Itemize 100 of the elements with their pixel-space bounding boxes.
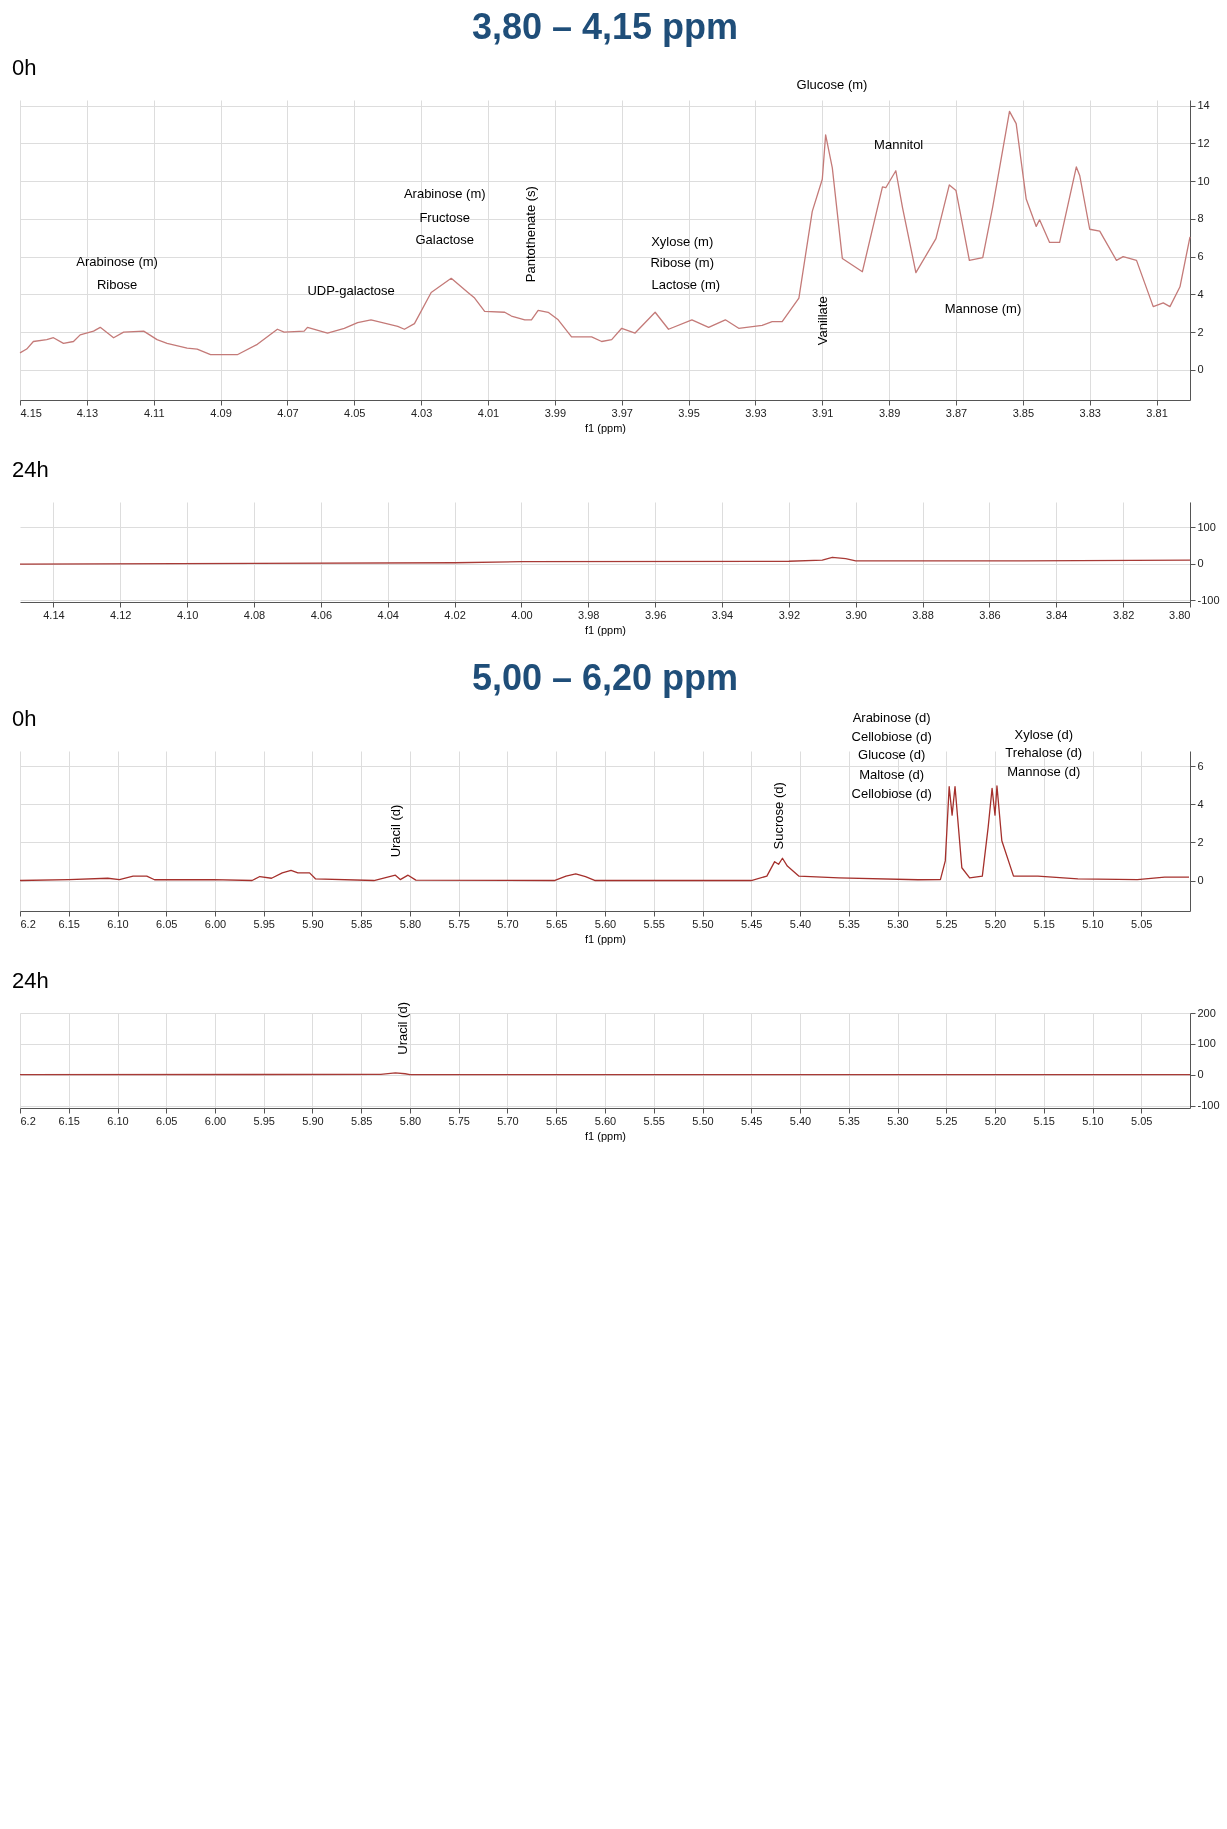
x-tick-label: 5.05 (1131, 1114, 1153, 1127)
annotation: Galactose (415, 231, 474, 247)
x-tick-label: 5.80 (399, 917, 422, 930)
annotation: Vanillate (814, 296, 830, 346)
x-tick-label: 5.55 (643, 1114, 665, 1127)
x-tick-label: 3.80 (1169, 608, 1191, 621)
x-tick-label: 5.60 (594, 917, 617, 930)
x-axis-title: f1 (ppm) (585, 932, 626, 945)
y-tick-label: 10 (1197, 174, 1210, 187)
x-tick-label: 5.20 (984, 917, 1007, 930)
x-tick-label: 5.75 (448, 1114, 470, 1127)
x-tick-label: 3.99 (544, 406, 567, 419)
x-tick-label: 5.45 (741, 1114, 763, 1127)
y-tick-label: 2 (1197, 325, 1204, 338)
x-tick-label: 6.10 (107, 917, 129, 930)
x-tick-label: 5.50 (692, 917, 714, 930)
annotation: Uracil (d) (395, 1002, 411, 1055)
x-tick-label: 6.00 (204, 1114, 227, 1127)
x-tick-label: 6.2 (20, 1114, 36, 1127)
x-tick-label: 3.95 (678, 406, 700, 419)
chart-subtitle: 24h (12, 457, 49, 482)
text: Cellobiose (d) (851, 728, 932, 744)
x-tick-label: 4.06 (310, 608, 333, 621)
x-tick-label: 3.81 (1146, 406, 1168, 419)
y-tick-label: 14 (1197, 99, 1210, 112)
x-tick-label: 4.00 (511, 608, 533, 621)
x-tick-label: 3.82 (1112, 608, 1135, 621)
x-tick-label: 6.15 (58, 1114, 80, 1127)
x-tick-label: 3.88 (912, 608, 934, 621)
line-series (19, 556, 1191, 565)
x-tick-label: 3.96 (644, 608, 667, 621)
x-tick-label: 4.14 (43, 608, 65, 621)
x-tick-label: 3.97 (611, 406, 633, 419)
y-tick-label: 0 (1197, 874, 1204, 887)
annotation: Fructose (419, 209, 470, 225)
x-tick-label: 5.35 (838, 917, 860, 930)
x-tick-label: 5.65 (546, 917, 568, 930)
chart-title: 3,80 – 4,15 ppm (471, 6, 739, 47)
x-tick-label: 3.93 (745, 406, 767, 419)
annotation: Arabinose (m) (76, 254, 158, 270)
annotation: Mannose (d) (1007, 763, 1081, 779)
x-tick-label: 6.15 (58, 917, 80, 930)
x-tick-label: 5.70 (497, 1114, 519, 1127)
x-tick-label: 4.02 (444, 608, 466, 621)
x-tick-label: 5.15 (1033, 1114, 1055, 1127)
y-tick-label: 100 (1197, 520, 1216, 533)
annotation: Lactose (m) (651, 276, 721, 292)
annotation: Ribose (m) (650, 255, 715, 271)
annotation: Arabinose (m) (403, 186, 486, 202)
x-tick-label: 5.45 (741, 917, 763, 930)
x-tick-label: 5.90 (302, 917, 324, 930)
annotation: Xylose (m) (651, 233, 714, 249)
y-tick-label: -100 (1197, 1099, 1220, 1112)
x-tick-label: 6.2 (20, 917, 36, 930)
line-series (19, 110, 1191, 356)
x-tick-label: 5.30 (887, 1114, 909, 1127)
y-tick-label: 0 (1197, 1068, 1204, 1081)
x-tick-label: 5.55 (643, 917, 665, 930)
text: Glucose (m) (796, 77, 868, 92)
x-tick-label: 6.05 (156, 917, 178, 930)
annotation: UDP-galactose (307, 282, 395, 298)
chart-subtitle: 0h (12, 706, 37, 731)
y-tick-label: 0 (1197, 557, 1204, 570)
x-tick-label: 3.86 (979, 608, 1001, 621)
y-tick-label: 6 (1197, 759, 1204, 772)
x-tick-label: 3.89 (878, 406, 901, 419)
y-tick-label: 200 (1197, 1006, 1216, 1019)
x-tick-label: 5.35 (838, 1114, 860, 1127)
annotation: Ribose (96, 276, 138, 292)
annotation: Sucrose (d) (771, 782, 787, 850)
x-tick-label: 6.00 (204, 917, 227, 930)
x-tick-label: 3.84 (1046, 608, 1068, 621)
x-tick-label: 5.25 (936, 917, 958, 930)
x-tick-label: 5.40 (789, 917, 812, 930)
y-tick-label: 0 (1197, 363, 1204, 376)
annotation: Mannose (m) (944, 300, 1022, 316)
y-tick-label: 4 (1197, 797, 1204, 810)
text: Arabinose (d) (852, 710, 931, 726)
x-tick-label: 4.12 (110, 608, 132, 621)
x-tick-label: 3.85 (1012, 406, 1035, 419)
y-tick-label: 6 (1197, 250, 1204, 263)
x-axis-title: f1 (ppm) (585, 421, 626, 434)
annotation: Cellobiose (d) (851, 786, 932, 802)
x-tick-label: 5.05 (1131, 917, 1153, 930)
text: Xylose (d) (1014, 726, 1074, 742)
x-tick-label: 5.30 (887, 917, 909, 930)
annotation: Trehalose (d) (1005, 745, 1083, 761)
x-tick-label: 5.95 (253, 1114, 275, 1127)
x-tick-label: 5.95 (253, 917, 275, 930)
x-tick-label: 3.94 (711, 608, 734, 621)
x-tick-label: 6.10 (107, 1114, 129, 1127)
x-tick-label: 5.65 (546, 1114, 568, 1127)
x-tick-label: 5.20 (984, 1114, 1007, 1127)
x-tick-label: 3.83 (1079, 406, 1101, 419)
x-tick-label: 5.50 (692, 1114, 714, 1127)
x-tick-label: 5.40 (789, 1114, 812, 1127)
x-axis-title: f1 (ppm) (585, 1129, 626, 1142)
annotation: Glucose (d) (858, 747, 926, 763)
y-tick-label: -100 (1197, 593, 1220, 606)
x-tick-label: 4.01 (477, 406, 500, 419)
